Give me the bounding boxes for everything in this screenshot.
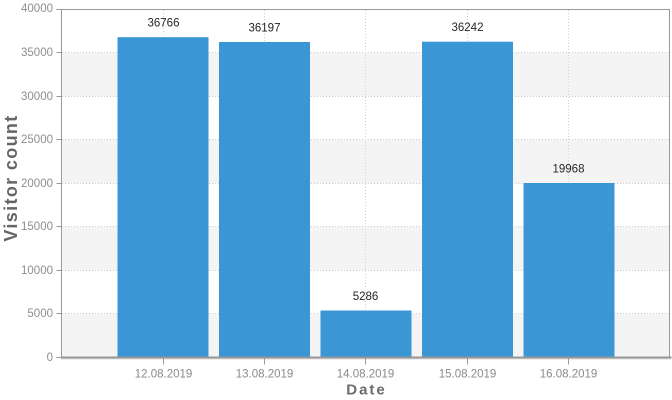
- svg-text:40000: 40000: [21, 3, 53, 15]
- svg-text:35000: 35000: [21, 47, 53, 59]
- svg-text:12.08.2019: 12.08.2019: [135, 369, 193, 381]
- svg-text:10000: 10000: [21, 265, 53, 277]
- svg-text:14.08.2019: 14.08.2019: [337, 369, 395, 381]
- svg-text:Visitor count: Visitor count: [1, 114, 21, 241]
- svg-text:16.08.2019: 16.08.2019: [540, 369, 598, 381]
- svg-text:13.08.2019: 13.08.2019: [236, 369, 294, 381]
- svg-text:5000: 5000: [27, 308, 53, 320]
- svg-text:20000: 20000: [21, 178, 53, 190]
- svg-text:15.08.2019: 15.08.2019: [439, 369, 497, 381]
- svg-text:0: 0: [47, 352, 53, 364]
- svg-text:19968: 19968: [553, 164, 585, 176]
- svg-text:36766: 36766: [148, 18, 180, 30]
- svg-text:36197: 36197: [249, 22, 281, 34]
- svg-text:25000: 25000: [21, 134, 53, 146]
- svg-text:36242: 36242: [452, 22, 484, 34]
- svg-text:15000: 15000: [21, 221, 53, 233]
- svg-text:5286: 5286: [353, 291, 379, 303]
- svg-text:Date: Date: [346, 382, 387, 399]
- svg-text:30000: 30000: [21, 91, 53, 103]
